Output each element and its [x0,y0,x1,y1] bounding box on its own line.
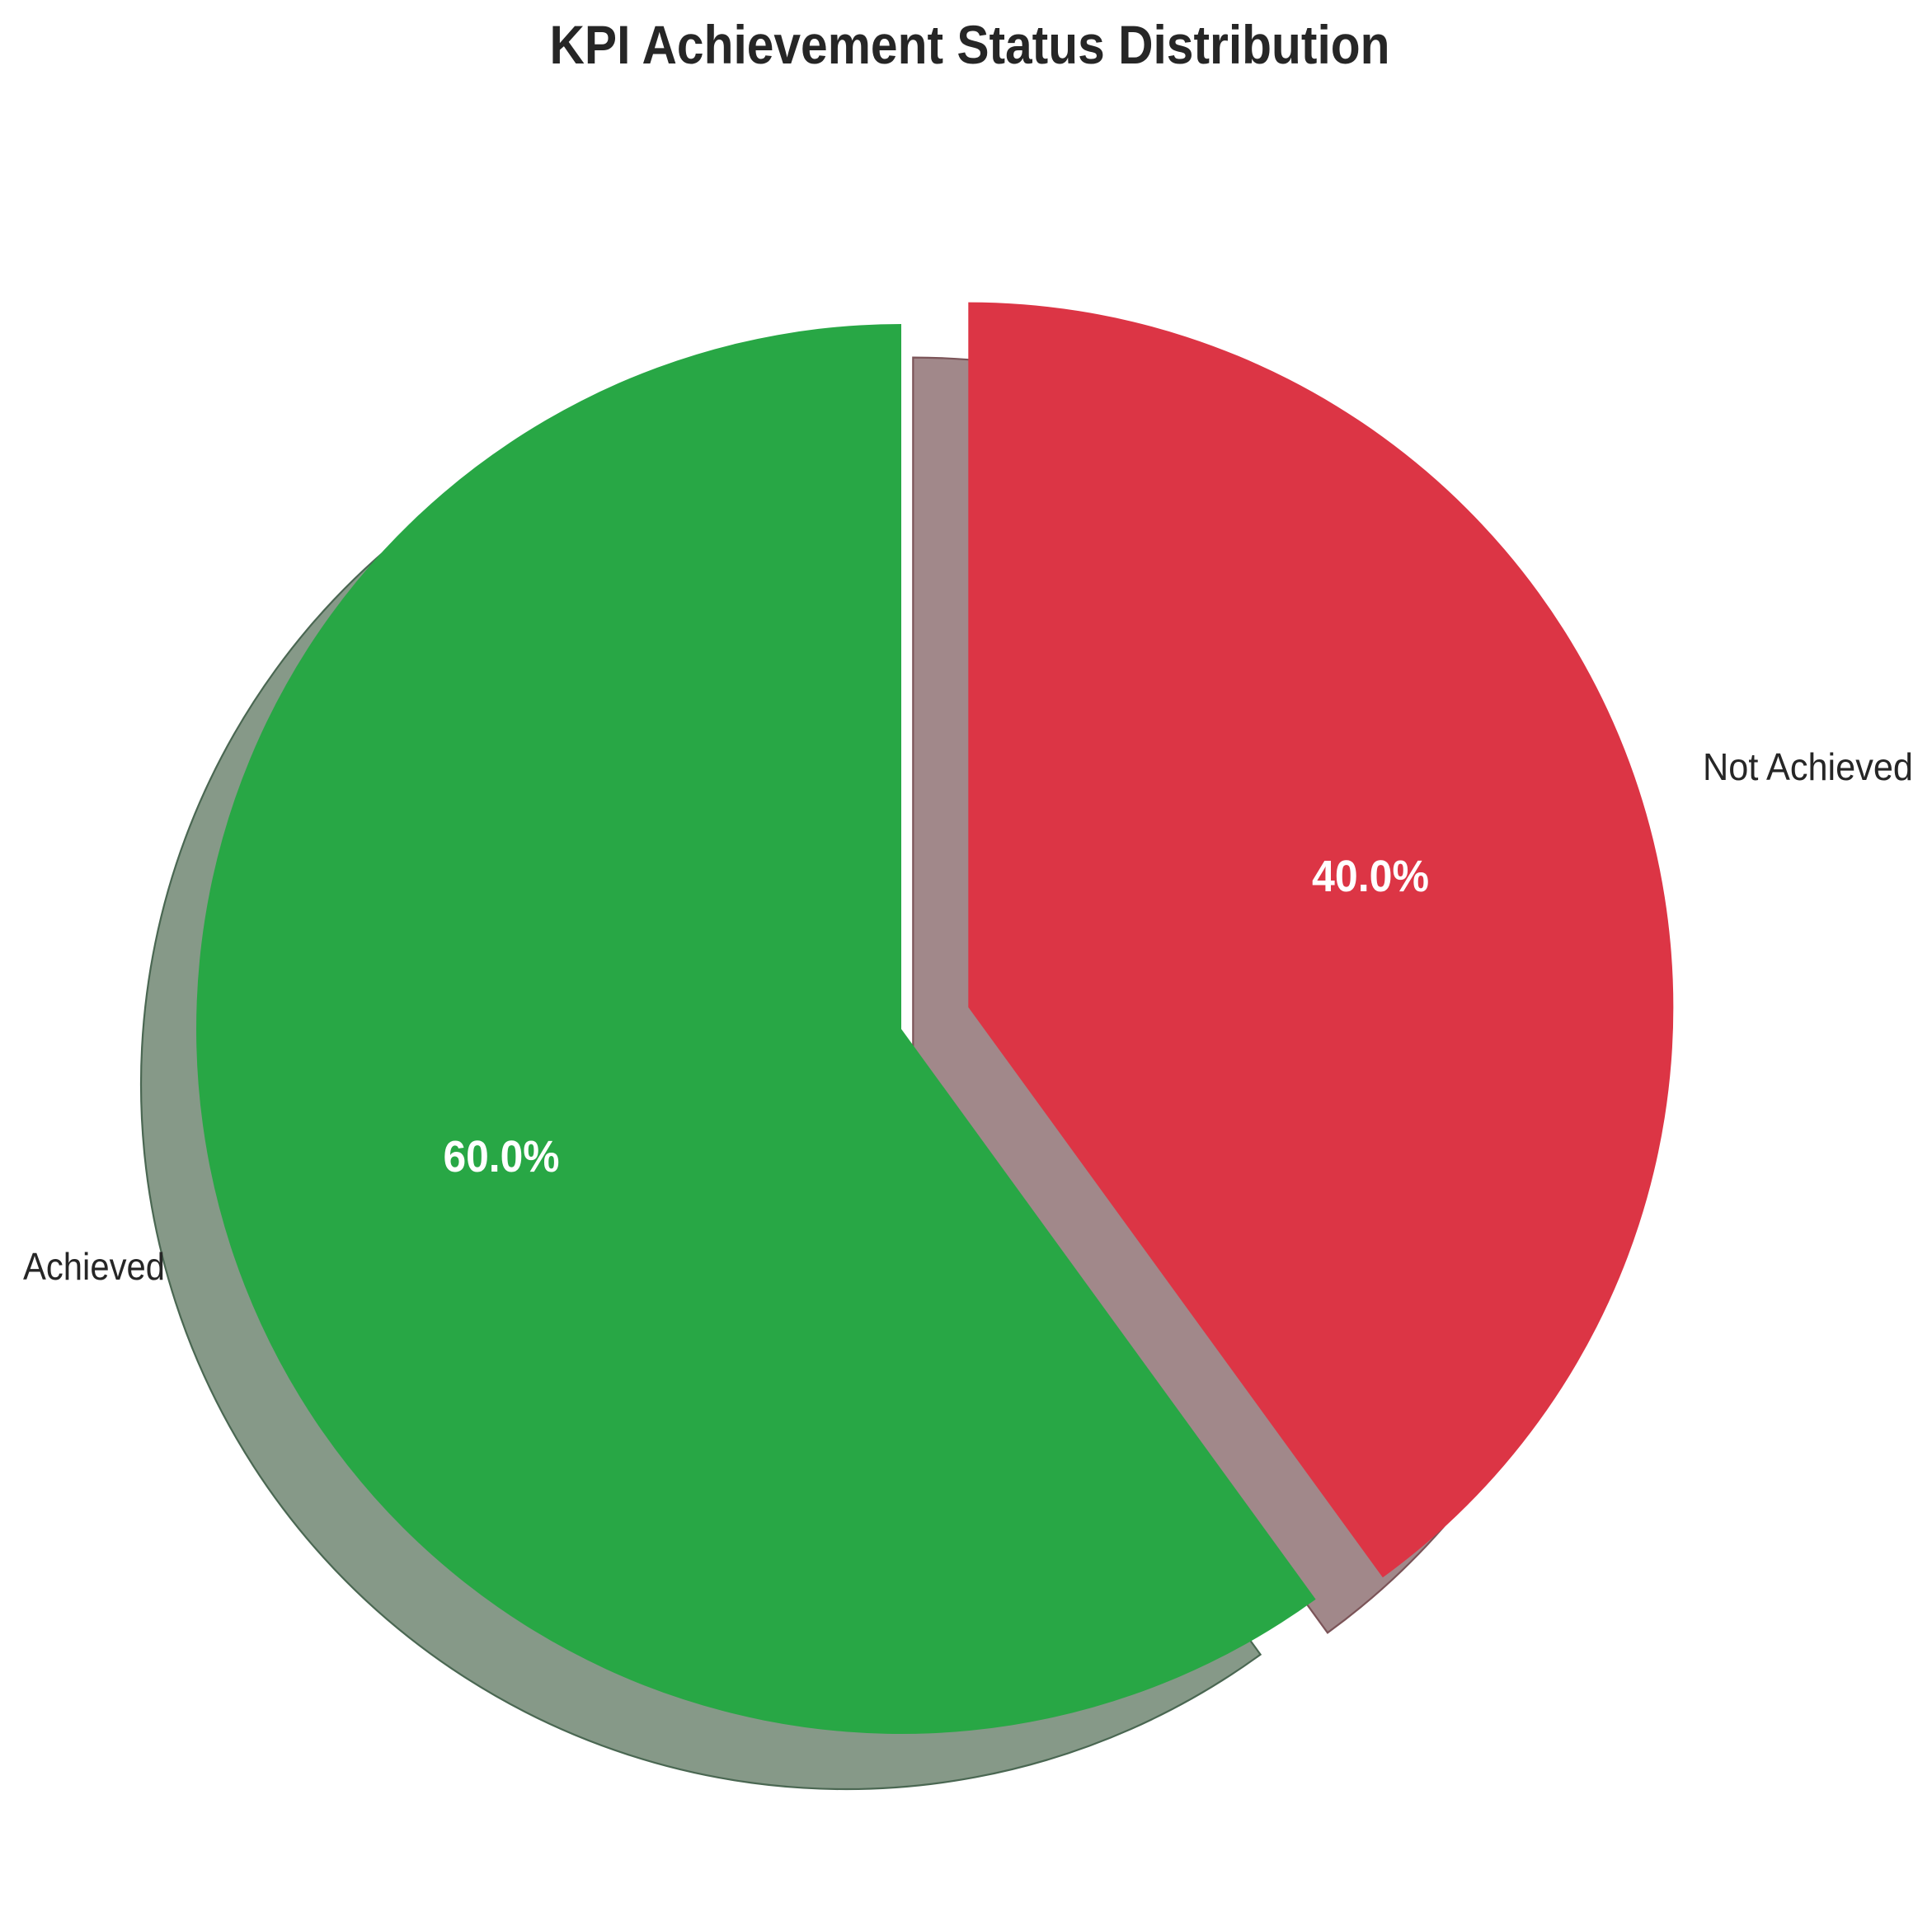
svg-text:60.0%: 60.0% [444,1132,560,1181]
svg-text:Achieved: Achieved [23,1245,165,1288]
svg-text:KPI Achievement Status Distrib: KPI Achievement Status Distribution [550,14,1390,75]
svg-text:40.0%: 40.0% [1312,852,1429,901]
svg-text:Not Achieved: Not Achieved [1703,745,1913,788]
